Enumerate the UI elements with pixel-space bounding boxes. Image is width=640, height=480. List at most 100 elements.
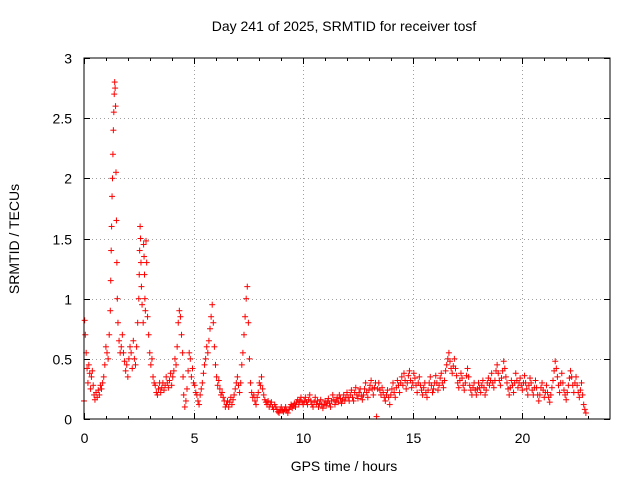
data-point: [356, 389, 363, 396]
data-point: [147, 361, 154, 368]
data-point: [104, 349, 111, 356]
data-point: [406, 367, 413, 374]
data-point: [428, 382, 435, 389]
data-point: [483, 387, 490, 394]
data-point: [477, 389, 484, 396]
data-point: [365, 387, 372, 394]
data-point: [85, 361, 92, 368]
data-point: [174, 343, 181, 350]
data-point: [582, 409, 589, 416]
data-point: [430, 385, 437, 392]
data-point: [207, 325, 214, 332]
data-point: [112, 103, 119, 110]
data-point: [404, 379, 411, 386]
data-point: [380, 389, 387, 396]
data-point: [230, 396, 237, 403]
data-point: [231, 391, 238, 398]
data-point: [524, 391, 531, 398]
data-point: [360, 391, 367, 398]
data-point: [408, 384, 415, 391]
data-point: [138, 283, 145, 290]
data-point: [166, 377, 173, 384]
data-point: [124, 373, 131, 380]
data-point: [427, 373, 434, 380]
data-point: [255, 389, 262, 396]
data-point: [466, 382, 473, 389]
data-point: [216, 385, 223, 392]
data-point: [129, 365, 136, 372]
data-point: [453, 372, 460, 379]
data-point: [554, 373, 561, 380]
data-point: [110, 127, 117, 134]
data-point: [109, 151, 116, 158]
data-point: [423, 394, 430, 401]
data-point: [473, 391, 480, 398]
data-point: [462, 379, 469, 386]
data-point: [232, 385, 239, 392]
data-point: [135, 295, 142, 302]
data-point: [202, 355, 209, 362]
data-point: [567, 367, 574, 374]
data-point: [367, 382, 374, 389]
data-point: [315, 403, 322, 410]
data-point: [379, 384, 386, 391]
data-point: [382, 397, 389, 404]
data-point: [548, 384, 555, 391]
data-point: [118, 343, 125, 350]
data-point: [148, 355, 155, 362]
data-point: [519, 387, 526, 394]
data-point: [82, 331, 89, 338]
data-point: [123, 361, 130, 368]
data-point: [560, 387, 567, 394]
data-point: [436, 382, 443, 389]
data-point: [173, 361, 180, 368]
data-point: [99, 379, 106, 386]
x-tick-labels: 0 5 10 15 20: [81, 430, 531, 446]
data-point: [445, 349, 452, 356]
x-tick-label: 0: [81, 430, 89, 446]
data-point: [306, 391, 313, 398]
data-point: [170, 367, 177, 374]
data-point: [527, 375, 534, 382]
data-point: [181, 403, 188, 410]
data-point: [442, 367, 449, 374]
data-point: [508, 377, 515, 384]
data-point: [503, 379, 510, 386]
data-point: [194, 397, 201, 404]
data-point: [131, 355, 138, 362]
data-point: [581, 406, 588, 413]
data-point: [410, 370, 417, 377]
data-point: [150, 373, 157, 380]
data-point: [494, 361, 501, 368]
data-point: [132, 361, 139, 368]
data-point: [434, 387, 441, 394]
data-point: [307, 397, 314, 404]
data-point: [438, 370, 445, 377]
data-point: [574, 382, 581, 389]
data-point: [108, 223, 115, 230]
data-point: [220, 394, 227, 401]
data-point: [254, 394, 261, 401]
data-point: [409, 379, 416, 386]
data-point: [212, 361, 219, 368]
data-point: [246, 355, 253, 362]
data-point: [455, 384, 462, 391]
data-point: [459, 375, 466, 382]
data-point: [205, 337, 212, 344]
data-point: [157, 389, 164, 396]
data-point: [95, 387, 102, 394]
data-point: [502, 373, 509, 380]
data-point: [247, 379, 254, 386]
data-point: [186, 349, 193, 356]
x-tick-label: 20: [515, 430, 531, 446]
data-point: [114, 295, 121, 302]
data-point: [539, 379, 546, 386]
data-point: [100, 373, 107, 380]
data-point: [398, 373, 405, 380]
data-point: [323, 402, 330, 409]
data-point: [573, 373, 580, 380]
data-point: [495, 370, 502, 377]
data-point: [440, 384, 447, 391]
data-point: [302, 394, 309, 401]
data-point: [201, 361, 208, 368]
